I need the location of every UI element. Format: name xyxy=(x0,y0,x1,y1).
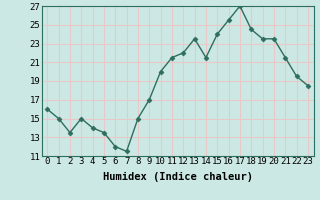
X-axis label: Humidex (Indice chaleur): Humidex (Indice chaleur) xyxy=(103,172,252,182)
